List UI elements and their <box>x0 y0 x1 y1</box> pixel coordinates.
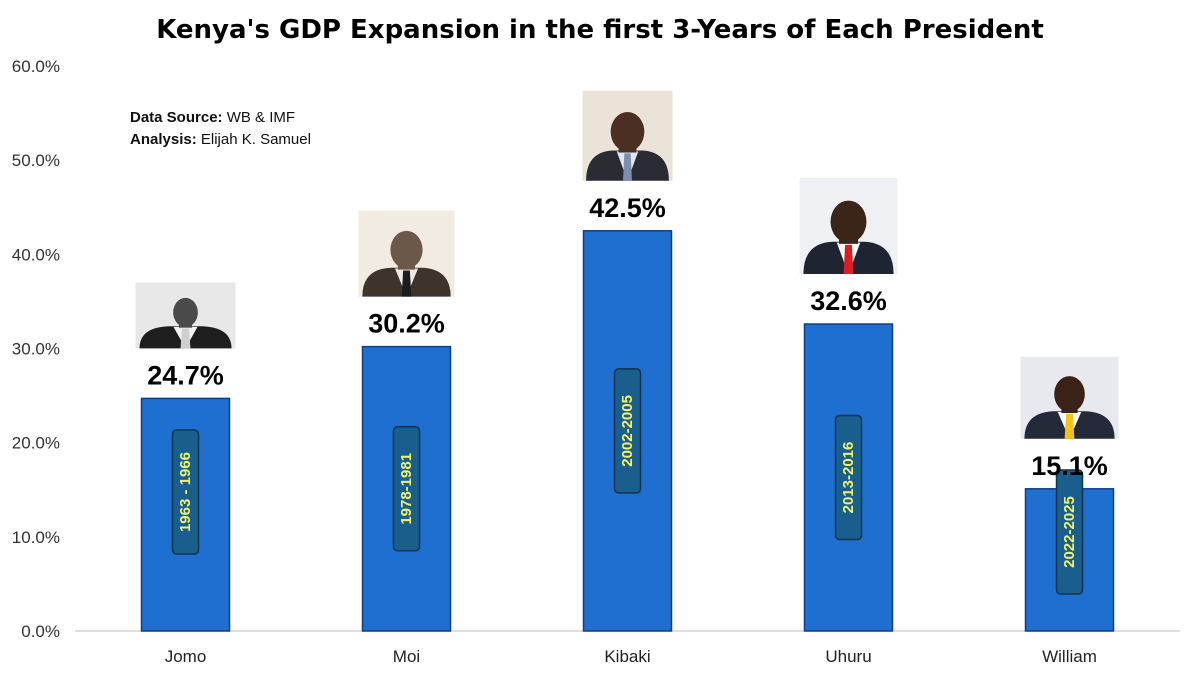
y-tick-label: 0.0% <box>21 622 60 641</box>
bars-group: 1963 - 1966 24.7% Jomo 1978-1981 30.2% Moi 200… <box>135 90 1119 666</box>
bar-group-moi: 1978-1981 30.2% Moi <box>358 210 455 666</box>
data-source-line: Data Source: WB & IMF <box>130 107 311 129</box>
portrait-head <box>173 297 198 327</box>
y-tick-label: 10.0% <box>12 528 60 547</box>
data-label: 32.6% <box>810 286 887 316</box>
portrait-william <box>1020 356 1119 439</box>
x-tick-label: Jomo <box>165 647 207 666</box>
portrait-head <box>390 230 423 269</box>
portrait-tie <box>1064 413 1075 439</box>
portrait-uhuru <box>799 178 898 275</box>
analysis-label: Analysis: <box>130 131 197 148</box>
x-tick-label: William <box>1042 647 1097 666</box>
data-label: 30.2% <box>368 309 445 339</box>
y-axis: 0.0% 10.0% 20.0% 30.0% 40.0% 50.0% 60.0% <box>12 57 60 641</box>
x-tick-label: Moi <box>393 647 420 666</box>
data-source-label: Data Source: <box>130 109 223 126</box>
x-tick-label: Kibaki <box>604 647 650 666</box>
bar-group-william: 2022-2025 15.1% William <box>1020 356 1119 666</box>
period-label: 2002-2005 <box>619 395 636 467</box>
portrait-head <box>610 111 645 152</box>
portrait-moi <box>358 210 455 297</box>
period-label: 2022-2025 <box>1061 496 1078 568</box>
y-tick-label: 50.0% <box>12 151 60 170</box>
portrait-kibaki <box>582 90 673 181</box>
portrait-tie <box>623 153 632 181</box>
period-box <box>1055 469 1084 595</box>
period-label: 2013-2016 <box>840 442 857 514</box>
y-tick-label: 40.0% <box>12 245 60 264</box>
y-tick-label: 20.0% <box>12 434 60 453</box>
portrait-head <box>1054 376 1085 413</box>
portrait-head <box>830 200 867 243</box>
period-box <box>392 426 421 552</box>
bar-group-jomo: 1963 - 1966 24.7% Jomo <box>135 282 236 666</box>
data-label: 42.5% <box>589 193 666 223</box>
period-label: 1978-1981 <box>398 453 415 525</box>
period-box <box>834 414 863 541</box>
period-box <box>613 368 642 494</box>
portrait-tie <box>843 244 854 275</box>
period-box <box>171 429 200 555</box>
bar-group-kibaki: 2002-2005 42.5% Kibaki <box>582 90 673 666</box>
portrait-tie <box>401 270 412 297</box>
analysis-line: Analysis: Elijah K. Samuel <box>130 129 311 151</box>
portrait-jomo <box>135 282 236 349</box>
period-label: 1963 - 1966 <box>177 452 194 532</box>
analysis-value: Elijah K. Samuel <box>200 131 311 148</box>
source-note: Data Source: WB & IMF Analysis: Elijah K… <box>130 107 311 151</box>
bar-group-uhuru: 2013-2016 32.6% Uhuru <box>799 178 898 666</box>
y-tick-label: 60.0% <box>12 57 60 76</box>
portrait-tie <box>180 328 191 349</box>
y-tick-label: 30.0% <box>12 340 60 359</box>
data-source-value: WB & IMF <box>226 109 296 126</box>
x-tick-label: Uhuru <box>825 647 871 666</box>
data-label: 24.7% <box>147 360 224 390</box>
data-label: 15.1% <box>1031 451 1108 481</box>
chart-title: Kenya's GDP Expansion in the first 3-Yea… <box>156 15 1044 45</box>
